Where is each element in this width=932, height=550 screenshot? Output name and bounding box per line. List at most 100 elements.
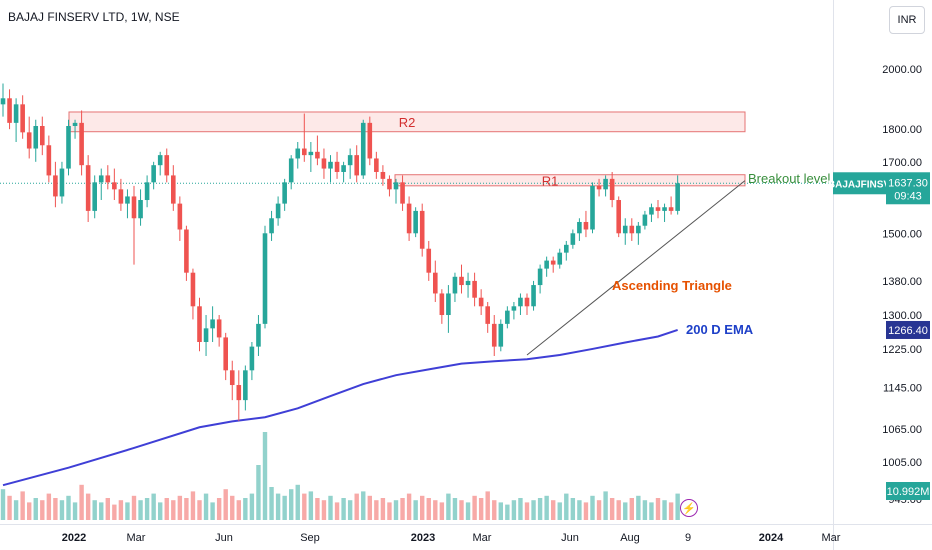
volume-bar (203, 493, 209, 520)
candle-body (138, 200, 143, 219)
volume-bar (590, 495, 595, 520)
volume-bar (236, 500, 241, 520)
candle-body (374, 158, 379, 172)
resistance-label-r2: R2 (399, 115, 416, 130)
volume-bar (400, 498, 405, 520)
candle-body (210, 319, 215, 329)
candle-body (642, 214, 648, 226)
y-tick-label: 1500.00 (882, 228, 922, 240)
candle-body (288, 158, 294, 183)
volume-bar (197, 500, 202, 520)
candle-body (616, 200, 621, 234)
volume-value: 10.992M (887, 486, 930, 498)
bar-countdown: 09:43 (894, 190, 922, 202)
volume-bar (112, 504, 117, 520)
candle-body (413, 210, 418, 234)
volume-bar (46, 493, 52, 520)
volume-bar (144, 498, 150, 520)
volume-bar (616, 500, 621, 520)
candle-body (564, 244, 569, 253)
y-tick-label: 1380.00 (882, 276, 922, 288)
volume-bar (426, 498, 431, 520)
volume-bar (223, 489, 228, 520)
volume-bar (367, 495, 372, 520)
candle-body (13, 104, 19, 123)
candle-body (177, 203, 183, 230)
ema-200-annotation: 200 D EMA (686, 322, 754, 337)
volume-bar (66, 495, 71, 520)
volume-bar (190, 491, 196, 520)
resistance-zone-r1 (394, 174, 746, 187)
time-axis-divider (0, 524, 932, 525)
volume-bar (551, 500, 556, 520)
lightning-event-icon[interactable]: ⚡ (680, 499, 698, 517)
volume-bar (577, 500, 582, 520)
candle-body (112, 182, 117, 190)
resistance-label-r1: R1 (542, 173, 559, 188)
volume-bar (302, 493, 307, 520)
candle-body (439, 293, 445, 316)
candle-body (491, 323, 497, 347)
volume-bar (138, 500, 143, 520)
candle-body (419, 210, 425, 249)
volume-bar (583, 502, 589, 520)
volume-bar (321, 500, 327, 520)
volume-bar (216, 498, 222, 520)
volume-bar (125, 502, 130, 520)
last-price-value: 1637.30 (888, 177, 928, 189)
candle-body (334, 161, 340, 172)
x-tick-label: Aug (620, 532, 640, 544)
volume-bar (675, 493, 680, 520)
volume-bar (269, 487, 274, 520)
ema-price-tag (886, 320, 930, 339)
volume-bar (498, 502, 503, 520)
candle-body (315, 151, 320, 159)
volume-bar (249, 493, 255, 520)
candle-body (243, 370, 248, 401)
candle-body (433, 272, 438, 294)
candle-body (400, 182, 405, 204)
candle-body (459, 276, 464, 286)
volume-bar (210, 502, 215, 520)
symbol-price-tag (833, 172, 886, 195)
volume-bar (282, 495, 287, 520)
candle-body (118, 189, 124, 204)
candle-body (98, 175, 104, 183)
volume-bar (609, 498, 615, 520)
ascending-triangle-annotation: Ascending Triangle (612, 278, 732, 293)
volume-bar (393, 500, 399, 520)
candle-body (347, 155, 353, 166)
candle-body (485, 306, 490, 324)
candle-body (505, 310, 510, 324)
candle-body (190, 272, 196, 307)
candle-body (524, 297, 530, 307)
volume-bar (544, 495, 549, 520)
volume-bar (485, 491, 490, 520)
candle-body (649, 207, 654, 215)
candle-body (33, 126, 39, 149)
candle-body (216, 319, 222, 338)
candle-body (577, 221, 582, 234)
volume-bar (387, 502, 392, 520)
volume-bar (328, 495, 333, 520)
currency-selector[interactable]: INR (889, 6, 925, 34)
volume-bar (596, 500, 602, 520)
y-tick-label: 1300.00 (882, 310, 922, 322)
last-price-tag (886, 172, 930, 205)
candle-body (275, 203, 281, 219)
volume-bar (334, 502, 340, 520)
candle-body (367, 122, 373, 159)
candle-body (531, 285, 536, 307)
volume-bar (289, 489, 294, 520)
candle-body (590, 185, 595, 230)
candle-body (380, 171, 386, 179)
y-tick-label: 1005.00 (882, 457, 922, 469)
candle-body (668, 207, 674, 211)
candle-body (184, 229, 189, 273)
volume-bar (105, 498, 110, 520)
volume-bar (478, 498, 484, 520)
volume-bar (151, 493, 156, 520)
volume-bar (164, 498, 169, 520)
candle-body (256, 323, 261, 347)
